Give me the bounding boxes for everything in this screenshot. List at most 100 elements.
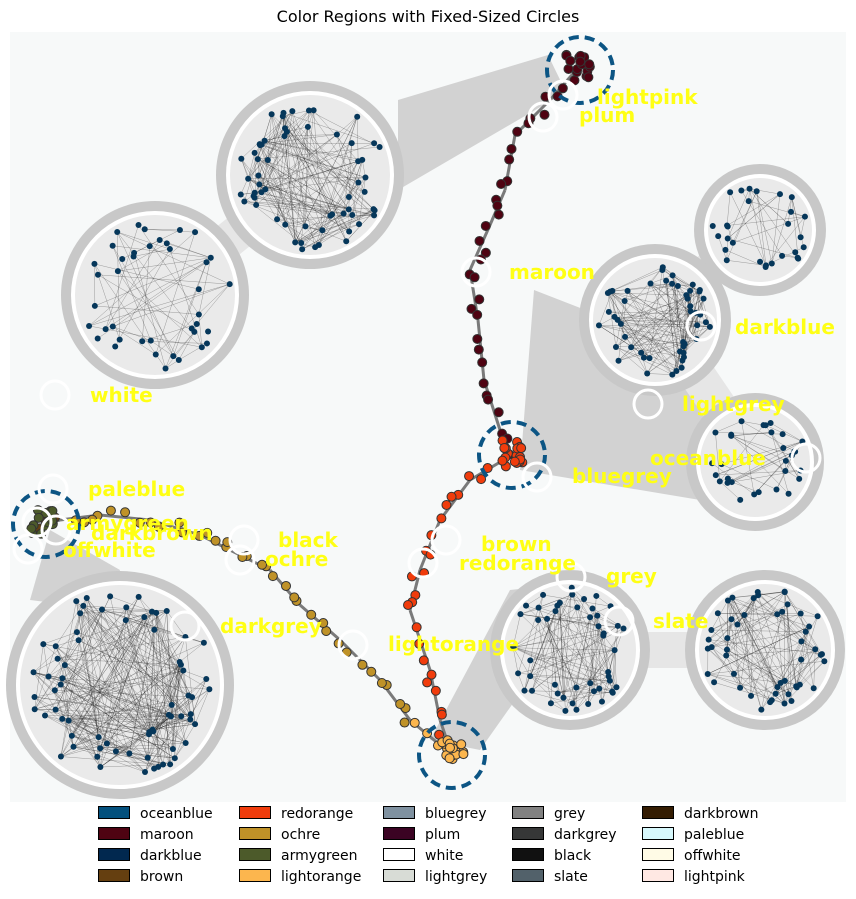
cluster-node [130,253,137,260]
cluster-edge [707,648,735,675]
cluster-node [237,191,244,198]
cluster-edge [715,421,742,433]
cluster-node [607,288,614,295]
cluster-edge [727,193,781,239]
cluster-edge [631,347,684,358]
cluster-edge [711,595,759,648]
cluster-edge [261,144,366,178]
cluster-node [126,750,133,757]
cluster-edge [641,352,682,368]
cluster-edge [240,194,302,244]
cluster-node [86,322,93,329]
cluster-edge [282,110,309,117]
cluster-edge [756,191,773,264]
cluster-edge [617,267,663,320]
cluster-node [52,643,59,650]
cluster-body [708,178,812,282]
marker-circle-bluegrey [521,461,553,493]
marker-circle-ochre [224,544,256,576]
cluster-edge [733,641,802,675]
cluster-edge [512,646,617,688]
cluster-edge [708,591,758,640]
chain-node [473,344,484,355]
cluster-edge [593,626,599,692]
legend-label: plum [425,827,461,843]
cluster-node [241,198,248,205]
marker-circle-maroon [460,256,492,288]
legend-label: darkblue [140,848,202,864]
cluster-edge [512,646,613,692]
legend-swatch [239,848,271,861]
cluster-edge [57,658,181,665]
legend-item: maroon [98,825,194,845]
legend-swatch [512,848,544,861]
cluster-edge [292,111,306,227]
cluster-edge [264,140,359,183]
cluster-node [52,706,59,713]
cluster-edge [267,114,272,160]
cluster-node [205,328,212,335]
cluster-edge [627,290,673,375]
cluster-edge [513,647,591,684]
cluster-node [170,353,177,360]
cluster-edge [732,597,762,710]
cluster-edge [557,587,572,694]
cluster-edge [265,128,286,190]
cluster-edge [68,720,173,750]
cluster-node [646,355,653,362]
cluster-edge [55,646,150,733]
cluster-edge [513,625,618,648]
chain-node [357,659,368,670]
cluster-node [57,681,64,688]
cluster-edge [55,610,167,647]
cluster-node [160,761,167,768]
cluster-edge [43,644,49,677]
cluster-edge [241,158,255,193]
cluster-edge [572,628,624,704]
cluster-edge [117,231,170,250]
cluster-node [785,490,792,497]
cluster-node [774,611,781,618]
cluster-edge [100,742,186,749]
legend: oceanblue maroon darkblue brown redorang… [98,804,798,888]
cluster-edge [98,607,127,738]
cluster-node [767,419,774,426]
label-lightgrey: lightgrey [682,392,785,416]
cluster-node [262,186,269,193]
cluster-node [175,357,182,364]
cluster-edge [615,341,684,348]
cluster-edge [294,126,309,243]
cluster-node [51,687,58,694]
cluster-edge [727,238,798,258]
chain-node [476,474,487,485]
cluster-node [305,107,312,114]
cluster-edge [147,719,191,758]
cluster-node [515,670,522,677]
cluster-edge [283,112,375,144]
chain-node [411,622,422,633]
cluster-edge [125,611,153,621]
cluster-edge [198,314,203,348]
cluster-edge [76,601,101,749]
label-white: white [90,383,153,407]
cluster-edge [513,646,609,677]
cluster-edge [100,731,150,768]
cluster-edge [726,595,759,650]
cluster-edge [117,270,202,348]
cluster-node [779,608,786,615]
cluster-edge [707,648,771,703]
cluster-edge [115,678,207,752]
cluster-edge [60,684,175,759]
cluster-body [75,215,235,375]
cluster-node [738,187,745,194]
marker-circle-black [228,524,260,556]
cluster-edge [257,146,380,160]
cluster-edge [79,613,186,744]
cluster-edge [612,290,626,337]
cluster-edge [78,640,99,738]
cluster-edge [530,660,595,692]
cluster-edge [610,291,698,326]
legend-label: white [425,848,464,864]
cluster-edge [98,612,157,738]
chain-node [395,698,406,709]
